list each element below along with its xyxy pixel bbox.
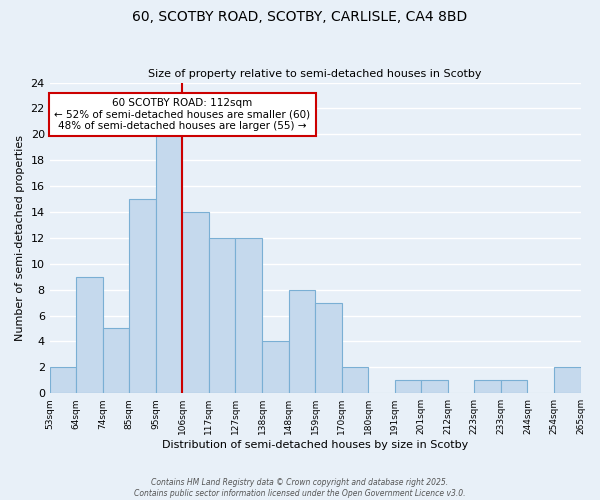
Bar xyxy=(103,328,129,393)
Bar xyxy=(554,368,581,393)
Bar xyxy=(262,342,289,393)
Text: Contains HM Land Registry data © Crown copyright and database right 2025.
Contai: Contains HM Land Registry data © Crown c… xyxy=(134,478,466,498)
Bar xyxy=(156,134,182,393)
Bar xyxy=(50,368,76,393)
Bar xyxy=(235,238,262,393)
Bar xyxy=(421,380,448,393)
Bar xyxy=(289,290,315,393)
Bar xyxy=(501,380,527,393)
Bar xyxy=(341,368,368,393)
Bar xyxy=(315,302,341,393)
Bar xyxy=(209,238,235,393)
Bar xyxy=(395,380,421,393)
Y-axis label: Number of semi-detached properties: Number of semi-detached properties xyxy=(15,135,25,341)
Bar xyxy=(182,212,209,393)
Bar xyxy=(475,380,501,393)
X-axis label: Distribution of semi-detached houses by size in Scotby: Distribution of semi-detached houses by … xyxy=(162,440,468,450)
Text: 60 SCOTBY ROAD: 112sqm
← 52% of semi-detached houses are smaller (60)
48% of sem: 60 SCOTBY ROAD: 112sqm ← 52% of semi-det… xyxy=(55,98,310,132)
Bar xyxy=(76,276,103,393)
Title: Size of property relative to semi-detached houses in Scotby: Size of property relative to semi-detach… xyxy=(148,69,482,79)
Bar xyxy=(129,199,156,393)
Text: 60, SCOTBY ROAD, SCOTBY, CARLISLE, CA4 8BD: 60, SCOTBY ROAD, SCOTBY, CARLISLE, CA4 8… xyxy=(133,10,467,24)
